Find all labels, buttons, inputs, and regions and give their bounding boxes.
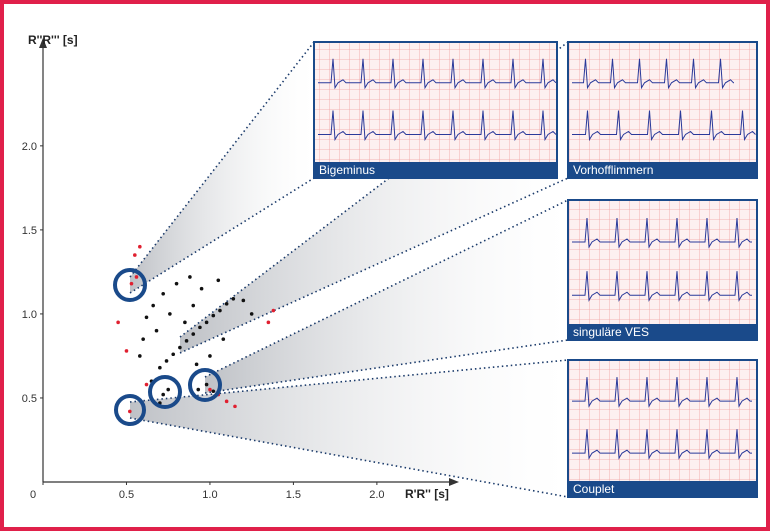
- point: [130, 282, 134, 286]
- point: [242, 299, 246, 303]
- point: [116, 321, 120, 325]
- point: [216, 279, 220, 283]
- x-tick-label: 0.5: [119, 489, 134, 501]
- point: [183, 321, 187, 325]
- point: [185, 339, 189, 343]
- point: [205, 321, 209, 325]
- point: [135, 275, 139, 279]
- y-axis-label: R''R''' [s]: [28, 33, 78, 47]
- point: [166, 388, 170, 392]
- point: [145, 315, 149, 319]
- point: [141, 337, 145, 341]
- ecg-panel: [314, 42, 557, 178]
- point: [145, 383, 149, 387]
- point: [208, 354, 212, 358]
- point: [232, 297, 236, 301]
- y-tick-label: 2.0: [22, 141, 37, 153]
- point: [218, 309, 222, 313]
- point: [151, 304, 155, 308]
- point: [138, 245, 142, 249]
- panel-label: Bigeminus: [319, 163, 375, 177]
- point: [195, 363, 199, 367]
- point: [138, 354, 142, 358]
- y-tick-label: 1.5: [22, 225, 37, 237]
- point: [205, 383, 209, 387]
- point: [161, 393, 165, 397]
- point: [221, 337, 225, 341]
- y-tick-label: 1.0: [22, 309, 37, 321]
- point: [191, 332, 195, 336]
- point: [225, 400, 229, 404]
- point: [208, 388, 212, 392]
- point: [171, 352, 175, 356]
- point: [178, 346, 182, 350]
- panel-label: singuläre VES: [573, 325, 649, 339]
- point: [188, 275, 192, 279]
- panel-label: Vorhofflimmern: [573, 163, 653, 177]
- point: [267, 321, 271, 325]
- chart: 0 0.5 1.0 1.5 2.0 0.5 1.0 1.5 2.0 Bigeminus Vorho…: [0, 0, 770, 531]
- ecg-panel: [568, 360, 757, 497]
- x-tick-label: 1.0: [202, 489, 217, 501]
- point: [155, 329, 159, 333]
- point: [196, 388, 200, 392]
- point: [233, 405, 237, 409]
- ecg-panel: [568, 42, 757, 178]
- point: [200, 287, 204, 291]
- point: [168, 312, 172, 316]
- point: [250, 312, 254, 316]
- point: [211, 389, 215, 393]
- point: [175, 282, 179, 286]
- point: [198, 326, 202, 330]
- point: [272, 309, 276, 313]
- y-tick-label: 0.5: [22, 393, 37, 405]
- point: [133, 253, 137, 257]
- ecg-panel: [568, 200, 757, 340]
- point: [125, 349, 129, 353]
- point: [211, 314, 215, 318]
- x-axis-label: R'R'' [s]: [405, 487, 449, 501]
- point: [165, 359, 169, 363]
- x-tick-label: 0: [30, 489, 36, 501]
- point: [128, 410, 132, 414]
- panel-label: Couplet: [573, 482, 615, 496]
- x-tick-label: 2.0: [369, 489, 384, 501]
- x-tick-label: 1.5: [286, 489, 301, 501]
- point: [225, 302, 229, 306]
- point: [191, 304, 195, 308]
- point: [158, 366, 162, 370]
- point: [161, 292, 165, 296]
